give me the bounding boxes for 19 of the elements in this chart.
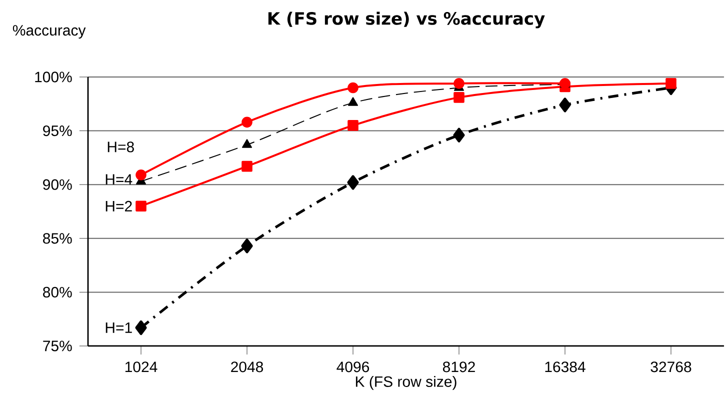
y-tick-label: 75% bbox=[43, 340, 72, 352]
series-label: H=1 bbox=[106, 322, 132, 333]
x-axis-title: K (FS row size) bbox=[356, 376, 456, 390]
chart-title: K (FS row size) vs %accuracy bbox=[268, 12, 545, 28]
x-tick-label: 1024 bbox=[125, 362, 158, 372]
series-label: H=4 bbox=[106, 174, 132, 185]
x-tick-label: 32768 bbox=[650, 362, 692, 372]
series-label: H=2 bbox=[106, 200, 132, 212]
series-label: H=8 bbox=[108, 142, 134, 152]
x-tick-label: 2048 bbox=[231, 362, 264, 372]
y-tick-label: 80% bbox=[43, 286, 72, 298]
x-tick-label: 4096 bbox=[336, 362, 370, 372]
y-axis-title: %accuracy bbox=[12, 25, 86, 39]
y-tick-label: 95% bbox=[43, 125, 72, 136]
y-tick-label: 100% bbox=[35, 72, 72, 82]
y-tick-label: 90% bbox=[43, 179, 72, 190]
x-tick-label: 8192 bbox=[442, 362, 475, 372]
y-tick-label: 85% bbox=[43, 233, 72, 244]
x-tick-label: 16384 bbox=[545, 362, 586, 372]
